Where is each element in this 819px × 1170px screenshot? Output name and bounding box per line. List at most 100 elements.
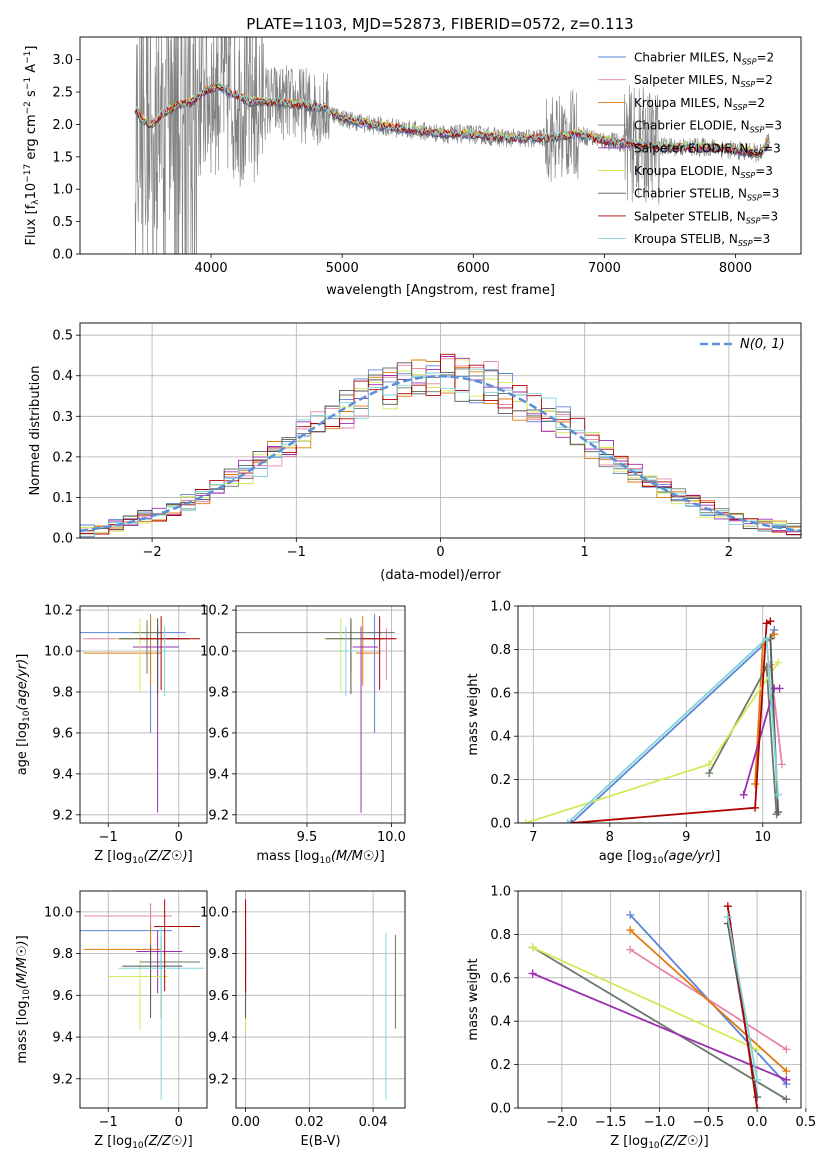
x-tick-label: 2: [725, 545, 733, 560]
y-tick-label: 10.0: [44, 905, 73, 920]
x-tick-label: −1: [99, 830, 118, 845]
y-tick-label: 9.2: [52, 808, 73, 823]
x-tick-label: 7: [529, 830, 537, 845]
x-tick-label: 8000: [719, 261, 752, 276]
legend-label-9: Kroupa STELIB, NSSP=3: [634, 232, 770, 248]
x-tick-label: −1.5: [595, 1115, 627, 1130]
y-tick-label: 10.2: [200, 604, 229, 619]
weight-marker-1: [626, 910, 635, 919]
legend-label-7: Chabrier STELIB, NSSP=3: [634, 187, 779, 203]
x-tick-label: 0: [175, 830, 183, 845]
y-tick-label: 10.0: [44, 645, 73, 660]
axes-frame: [517, 890, 802, 1109]
x-tick-label: 10.0: [377, 830, 406, 845]
weight-marker-7: [774, 808, 783, 817]
weight-marker-5: [782, 1075, 791, 1084]
weight-marker-9: [762, 634, 771, 643]
weight-marker-5: [739, 790, 748, 799]
y-tick-label: 9.8: [52, 685, 73, 700]
weight-line-9: [726, 916, 758, 1080]
y-tick-label: 10.0: [200, 645, 229, 660]
y-axis-label: Flux [fλ10−17 erg cm−2 s−1 A−1]: [23, 46, 41, 246]
axes-frame: [235, 605, 406, 824]
x-tick-label: −1: [287, 545, 306, 560]
y-tick-label: 0.0: [490, 1102, 511, 1117]
weight-marker-5: [775, 684, 784, 693]
weight-marker-8: [751, 803, 760, 812]
x-tick-label: 7000: [588, 261, 621, 276]
weight-marker-6: [753, 1045, 762, 1054]
weight-marker-9: [563, 819, 572, 823]
plot-area: [245, 899, 396, 1100]
weight-marker-2: [782, 1045, 791, 1054]
y-tick-label: 0.6: [490, 686, 511, 701]
axes-frame: [79, 890, 208, 1109]
weight-marker-9: [753, 1075, 762, 1084]
y-tick-label: 0.0: [52, 532, 73, 547]
legend-label-6: Kroupa ELODIE, NSSP=3: [634, 164, 773, 180]
x-tick-label: 0.5: [796, 1115, 817, 1130]
x-axis-label: mass [log10(M/M☉)]: [256, 849, 384, 866]
legend-label-8: Salpeter STELIB, NSSP=3: [634, 209, 778, 225]
y-tick-label: 3.0: [52, 53, 73, 68]
weight-line-4: [532, 946, 787, 1101]
figure-title: PLATE=1103, MJD=52873, FIBERID=0572, z=0…: [246, 15, 633, 33]
y-tick-label: 0.4: [52, 369, 73, 384]
panel-6: −1 0 9.2 9.4 9.6 9.8 10.0 Z [log10(Z/Z☉)] mass […: [15, 890, 208, 1151]
x-axis-label: Z [log10(Z/Z☉)]: [610, 1134, 708, 1151]
x-axis-label: E(B-V): [300, 1134, 340, 1149]
x-tick-label: 0: [436, 545, 444, 560]
x-tick-label: −1.0: [644, 1115, 676, 1130]
y-tick-label: 0.8: [490, 928, 511, 943]
model-spectrum-9: [134, 81, 770, 155]
x-axis-label: Z [log10(Z/Z☉)]: [94, 1134, 192, 1151]
histogram-9: [80, 368, 801, 537]
axes-frame: [235, 890, 406, 1109]
plot-area: [528, 902, 791, 1108]
weight-marker-8: [723, 902, 732, 911]
y-tick-label: 1.5: [52, 150, 73, 165]
plot-area: [80, 614, 200, 813]
gaussian-curve: [80, 374, 801, 533]
x-tick-label: −2.0: [546, 1115, 578, 1130]
y-tick-label: 9.8: [208, 685, 229, 700]
y-tick-label: 0.5: [52, 329, 73, 344]
y-tick-label: 2.0: [52, 118, 73, 133]
x-tick-label: −1: [99, 1115, 118, 1130]
x-tick-label: −0.5: [693, 1115, 725, 1130]
weight-marker-9: [774, 790, 783, 799]
panel-3: −1 0 9.2 9.4 9.6 9.8 10.0 10.2 Z [log10(Z/Z☉)] ag…: [15, 604, 208, 866]
y-tick-label: 9.8: [52, 947, 73, 962]
weight-marker-3: [770, 630, 779, 639]
y-tick-label: 9.4: [52, 1031, 73, 1046]
y-axis-label: mass weight: [466, 673, 481, 755]
y-tick-label: 10.2: [44, 604, 73, 619]
y-tick-label: 0.8: [490, 643, 511, 658]
panel-7: 0.00 0.02 0.04 9.2 9.4 9.6 9.8 10.0 E(B-V): [200, 890, 406, 1149]
y-tick-label: 9.4: [52, 767, 73, 782]
legend-label: N(0, 1): [740, 337, 785, 352]
weight-marker-4: [705, 769, 714, 778]
plot-area: [521, 617, 786, 823]
y-axis-label: Normed distribution: [28, 366, 43, 496]
y-tick-label: 0.0: [490, 817, 511, 832]
plot-area: [134, 37, 770, 254]
weight-marker-3: [782, 1067, 791, 1076]
weight-marker-2: [626, 945, 635, 954]
weight-marker-2: [777, 760, 786, 769]
x-tick-label: 0.04: [359, 1115, 388, 1130]
y-tick-label: 0.2: [490, 773, 511, 788]
plot-area: [236, 614, 397, 813]
panel-1: 4000 5000 6000 7000 8000 0.0 0.5 1.0 1.5 2.0 2.5 3.…: [23, 36, 802, 298]
y-tick-label: 10.0: [200, 905, 229, 920]
y-tick-label: 0.2: [490, 1058, 511, 1073]
panel-4: 9.5 10.0 9.2 9.4 9.6 9.8 10.0 10.2 mass [log10(M…: [200, 604, 406, 866]
axes-frame: [517, 605, 802, 824]
y-tick-label: 0.4: [490, 1015, 511, 1030]
weight-marker-9: [723, 913, 732, 922]
x-axis-label: Z [log10(Z/Z☉)]: [94, 849, 192, 866]
axes-frame: [79, 36, 802, 255]
y-axis-label: mass [log10(M/M☉)]: [15, 935, 32, 1063]
y-tick-label: 0.6: [490, 971, 511, 986]
x-tick-label: 9.5: [297, 830, 318, 845]
